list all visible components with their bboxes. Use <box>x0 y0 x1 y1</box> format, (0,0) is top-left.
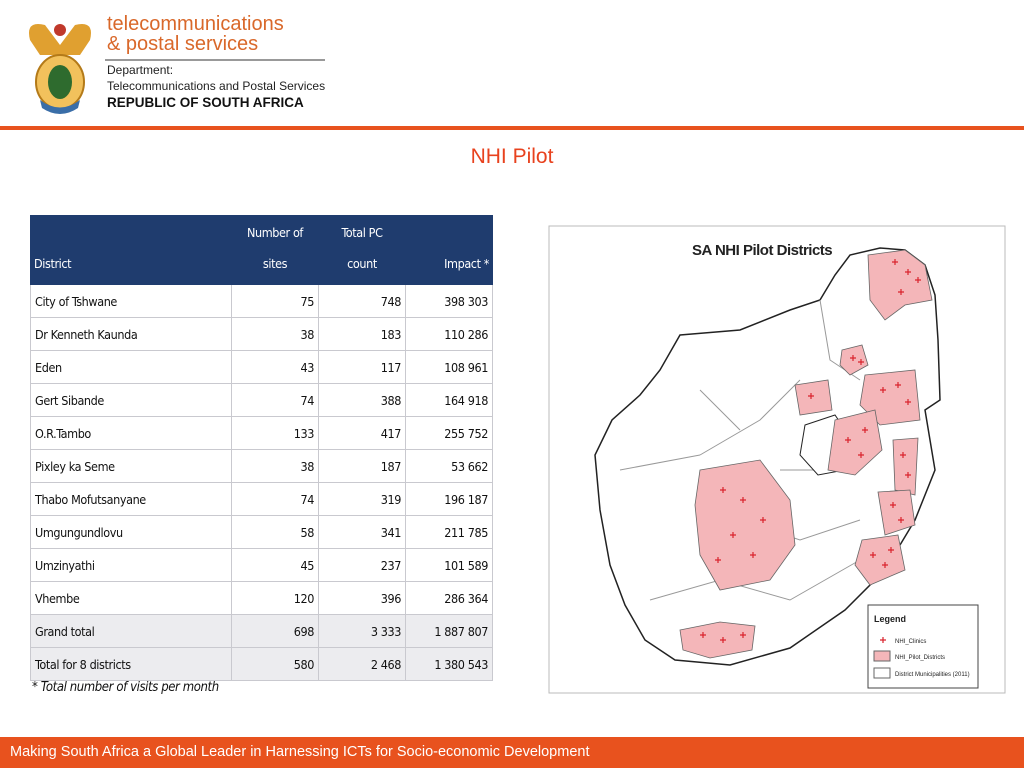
district-table: District Number of sites Total PC count Imp… <box>30 215 493 681</box>
table-row: Dr Kenneth Kaunda 38 183 110 286 <box>30 317 493 351</box>
brand-line: telecommunications <box>107 13 284 35</box>
legend-clinic-symbol <box>880 637 886 643</box>
table-cell: 698 <box>231 614 319 648</box>
table-cell: 341 <box>318 515 406 549</box>
table-cell: 75 <box>231 284 319 318</box>
table-cell: Eden <box>30 350 232 384</box>
table-cell: 183 <box>318 317 406 351</box>
table-cell: 319 <box>318 482 406 516</box>
table-row: Pixley ka Seme 38 187 53 662 <box>30 449 493 483</box>
clinic-markers <box>700 259 921 643</box>
legend-title: Legend <box>874 614 906 624</box>
table-cell: 164 918 <box>405 383 493 417</box>
table-row: Gert Sibande 74 388 164 918 <box>30 383 493 417</box>
map-title: SA NHI Pilot Districts <box>692 242 832 259</box>
column-header: District <box>30 215 232 285</box>
table-cell: Vhembe <box>30 581 232 615</box>
district-borders <box>619 299 861 601</box>
header-row: District Number of sites Total PC count Imp… <box>30 215 493 285</box>
table-cell: Grand total <box>30 614 232 648</box>
table-cell: 187 <box>318 449 406 483</box>
department-label: Department: <box>107 63 174 77</box>
table-cell: Umzinyathi <box>30 548 232 582</box>
table-row: Umzinyathi 45 237 101 589 <box>30 548 493 582</box>
table-cell: 133 <box>231 416 319 450</box>
table-row: Umgungundlovu 58 341 211 785 <box>30 515 493 549</box>
column-header: Impact * <box>405 215 493 285</box>
column-header: Number of sites <box>231 215 319 285</box>
legend-item: NHI_Clinics <box>895 639 926 645</box>
brand-line: & postal services <box>107 33 259 55</box>
table-cell: 388 <box>318 383 406 417</box>
table-cell: 580 <box>231 647 319 681</box>
table-row: O.R.Tambo 133 417 255 752 <box>30 416 493 450</box>
table-row: City of Tshwane 75 748 398 303 <box>30 284 493 318</box>
column-header: Total PC count <box>318 215 406 285</box>
table-cell: Dr Kenneth Kaunda <box>30 317 232 351</box>
legend-item: District Municipalities (2011) <box>895 672 970 678</box>
table-cell: 38 <box>231 449 319 483</box>
table-cell: City of Tshwane <box>30 284 232 318</box>
table-cell: 38 <box>231 317 319 351</box>
table-cell: Total for 8 districts <box>30 647 232 681</box>
legend-item: NHI_Pilot_Districts <box>895 655 945 661</box>
table-cell: 74 <box>231 482 319 516</box>
slide-title: NHI Pilot <box>470 145 554 168</box>
table-cell: 1 380 543 <box>405 647 493 681</box>
table-cell: Pixley ka Seme <box>30 449 232 483</box>
country-name: REPUBLIC OF SOUTH AFRICA <box>107 95 304 110</box>
coat-of-arms <box>29 24 91 114</box>
table-footnote: * Total number of visits per month <box>32 680 219 695</box>
table-cell: Umgungundlovu <box>30 515 232 549</box>
legend-district-symbol <box>873 650 891 662</box>
table-row: Total for 8 districts 580 2 468 1 380 543 <box>30 647 493 681</box>
table-cell: 396 <box>318 581 406 615</box>
table-cell: 748 <box>318 284 406 318</box>
table-cell: 1 887 807 <box>405 614 493 648</box>
pilot-districts <box>679 249 933 659</box>
table-cell: 3 333 <box>318 614 406 648</box>
table-cell: 417 <box>318 416 406 450</box>
table-row: Eden 43 117 108 961 <box>30 350 493 384</box>
footer-text: Making South Africa a Global Leader in H… <box>10 744 590 760</box>
table-cell: 43 <box>231 350 319 384</box>
table-cell: 398 303 <box>405 284 493 318</box>
header-divider <box>0 126 1024 130</box>
table-row: Grand total 698 3 333 1 887 807 <box>30 614 493 648</box>
table-cell: 108 961 <box>405 350 493 384</box>
table-cell: 286 364 <box>405 581 493 615</box>
table-row: Thabo Mofutsanyane 74 319 196 187 <box>30 482 493 516</box>
table-cell: O.R.Tambo <box>30 416 232 450</box>
footer-bar <box>0 737 1024 768</box>
table-cell: 53 662 <box>405 449 493 483</box>
table-cell: 120 <box>231 581 319 615</box>
table-cell: 45 <box>231 548 319 582</box>
table-cell: 58 <box>231 515 319 549</box>
table-cell: 110 286 <box>405 317 493 351</box>
table-cell: Gert Sibande <box>30 383 232 417</box>
table-cell: 255 752 <box>405 416 493 450</box>
table-cell: Thabo Mofutsanyane <box>30 482 232 516</box>
department-name: Telecommunications and Postal Services <box>107 79 326 93</box>
table-cell: 117 <box>318 350 406 384</box>
table-cell: 2 468 <box>318 647 406 681</box>
table-cell: 237 <box>318 548 406 582</box>
table-row: Vhembe 120 396 286 364 <box>30 581 493 615</box>
table-cell: 101 589 <box>405 548 493 582</box>
table-cell: 196 187 <box>405 482 493 516</box>
table-cell: 211 785 <box>405 515 493 549</box>
legend-municipality-symbol <box>873 667 891 679</box>
table-cell: 74 <box>231 383 319 417</box>
